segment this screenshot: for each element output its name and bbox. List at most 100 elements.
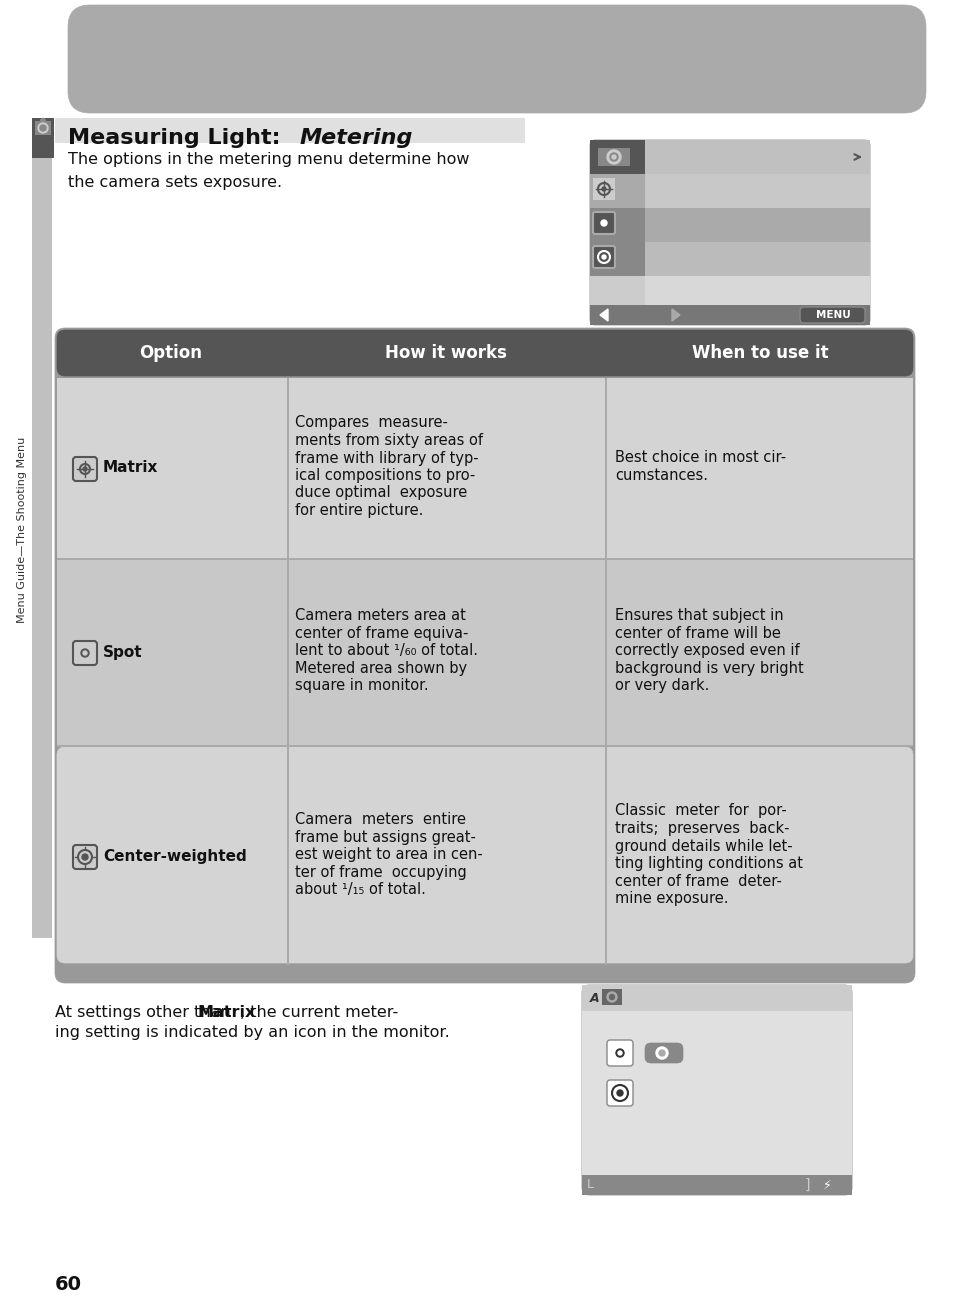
Text: correctly exposed even if: correctly exposed even if bbox=[615, 644, 799, 658]
Circle shape bbox=[609, 152, 618, 162]
FancyBboxPatch shape bbox=[593, 212, 615, 234]
Text: MENU: MENU bbox=[815, 310, 849, 321]
Circle shape bbox=[609, 995, 614, 1000]
Text: frame with library of typ-: frame with library of typ- bbox=[294, 451, 478, 465]
Bar bbox=[581, 986, 851, 1010]
Text: L: L bbox=[586, 1179, 593, 1192]
Text: The options in the metering menu determine how: The options in the metering menu determi… bbox=[68, 152, 469, 167]
Text: lent to about ¹/₆₀ of total.: lent to about ¹/₆₀ of total. bbox=[294, 644, 477, 658]
FancyBboxPatch shape bbox=[606, 1080, 633, 1106]
Bar bbox=[32, 118, 52, 938]
Polygon shape bbox=[599, 309, 607, 321]
FancyBboxPatch shape bbox=[581, 986, 851, 1194]
Circle shape bbox=[606, 150, 620, 164]
Text: Option: Option bbox=[139, 344, 202, 361]
Bar bbox=[589, 276, 869, 305]
FancyBboxPatch shape bbox=[68, 5, 925, 113]
Circle shape bbox=[40, 125, 46, 131]
Bar bbox=[644, 276, 869, 305]
Text: How it works: How it works bbox=[385, 344, 506, 361]
Bar bbox=[644, 141, 869, 173]
Circle shape bbox=[601, 187, 605, 191]
Bar bbox=[589, 242, 869, 276]
Text: cumstances.: cumstances. bbox=[615, 468, 707, 484]
Text: A: A bbox=[589, 992, 599, 1004]
Text: mine exposure.: mine exposure. bbox=[615, 891, 728, 905]
FancyBboxPatch shape bbox=[800, 307, 864, 323]
Text: Metered area shown by: Metered area shown by bbox=[294, 661, 467, 675]
Circle shape bbox=[83, 466, 87, 470]
Circle shape bbox=[617, 1091, 622, 1096]
Bar bbox=[593, 212, 615, 234]
Bar bbox=[589, 305, 869, 325]
Bar bbox=[644, 208, 869, 242]
Text: traits;  preserves  back-: traits; preserves back- bbox=[615, 821, 789, 836]
Bar bbox=[593, 246, 615, 268]
Text: center of frame  deter-: center of frame deter- bbox=[615, 874, 781, 888]
Circle shape bbox=[606, 992, 617, 1003]
Text: center of frame will be: center of frame will be bbox=[615, 625, 781, 641]
Circle shape bbox=[81, 649, 89, 657]
Text: Measuring Light:: Measuring Light: bbox=[68, 127, 288, 148]
Bar bbox=[57, 560, 912, 745]
Text: ical compositions to pro-: ical compositions to pro- bbox=[294, 468, 475, 484]
Text: , the current meter-: , the current meter- bbox=[239, 1005, 397, 1020]
Text: for entire picture.: for entire picture. bbox=[294, 503, 423, 518]
Text: 60: 60 bbox=[55, 1276, 82, 1294]
Text: square in monitor.: square in monitor. bbox=[294, 678, 428, 694]
Bar bbox=[57, 558, 912, 560]
Text: Classic  meter  for  por-: Classic meter for por- bbox=[615, 803, 786, 819]
Bar bbox=[601, 989, 621, 1005]
Bar bbox=[593, 142, 642, 172]
FancyBboxPatch shape bbox=[593, 246, 615, 268]
FancyBboxPatch shape bbox=[57, 746, 912, 963]
Text: or very dark.: or very dark. bbox=[615, 678, 709, 694]
Bar bbox=[581, 1010, 851, 1175]
Circle shape bbox=[656, 1047, 667, 1059]
Text: When to use it: When to use it bbox=[691, 344, 827, 361]
FancyBboxPatch shape bbox=[606, 1039, 633, 1066]
Text: duce optimal  exposure: duce optimal exposure bbox=[294, 485, 467, 501]
Text: center of frame equiva-: center of frame equiva- bbox=[294, 625, 468, 641]
Text: ments from sixty areas of: ments from sixty areas of bbox=[294, 434, 482, 448]
Circle shape bbox=[601, 255, 605, 259]
Circle shape bbox=[659, 1050, 664, 1056]
Text: ground details while let-: ground details while let- bbox=[615, 838, 792, 854]
Circle shape bbox=[600, 219, 606, 226]
Bar bbox=[604, 378, 606, 558]
Circle shape bbox=[38, 124, 48, 133]
Polygon shape bbox=[671, 309, 679, 321]
Text: est weight to area in cen-: est weight to area in cen- bbox=[294, 848, 482, 862]
Circle shape bbox=[616, 1049, 623, 1056]
Bar bbox=[604, 746, 606, 964]
Text: Metering: Metering bbox=[299, 127, 413, 148]
Bar bbox=[598, 148, 629, 166]
Bar bbox=[644, 242, 869, 276]
Bar bbox=[589, 173, 869, 208]
Bar bbox=[57, 745, 912, 746]
Text: ⚡: ⚡ bbox=[821, 1179, 830, 1192]
Text: about ¹/₁₅ of total.: about ¹/₁₅ of total. bbox=[294, 882, 425, 897]
FancyBboxPatch shape bbox=[644, 1043, 682, 1063]
Bar bbox=[644, 173, 869, 208]
Text: Ensures that subject in: Ensures that subject in bbox=[615, 608, 782, 623]
Text: Matrix: Matrix bbox=[197, 1005, 255, 1020]
Text: At settings other than: At settings other than bbox=[55, 1005, 235, 1020]
Text: Camera  meters  entire: Camera meters entire bbox=[294, 812, 465, 828]
Bar bbox=[287, 746, 289, 964]
Bar bbox=[57, 378, 912, 558]
Bar bbox=[581, 1175, 851, 1194]
Circle shape bbox=[618, 1051, 621, 1055]
Circle shape bbox=[83, 650, 87, 654]
Text: ing setting is indicated by an icon in the monitor.: ing setting is indicated by an icon in t… bbox=[55, 1025, 449, 1039]
FancyBboxPatch shape bbox=[57, 330, 912, 376]
Bar bbox=[589, 208, 869, 242]
FancyBboxPatch shape bbox=[73, 457, 97, 481]
Text: background is very bright: background is very bright bbox=[615, 661, 803, 675]
Bar bbox=[287, 378, 289, 558]
Text: Camera meters area at: Camera meters area at bbox=[294, 608, 465, 623]
Circle shape bbox=[40, 118, 46, 124]
Text: Best choice in most cir-: Best choice in most cir- bbox=[615, 451, 785, 465]
Text: Spot: Spot bbox=[103, 644, 143, 660]
Text: Center-weighted: Center-weighted bbox=[103, 849, 247, 863]
